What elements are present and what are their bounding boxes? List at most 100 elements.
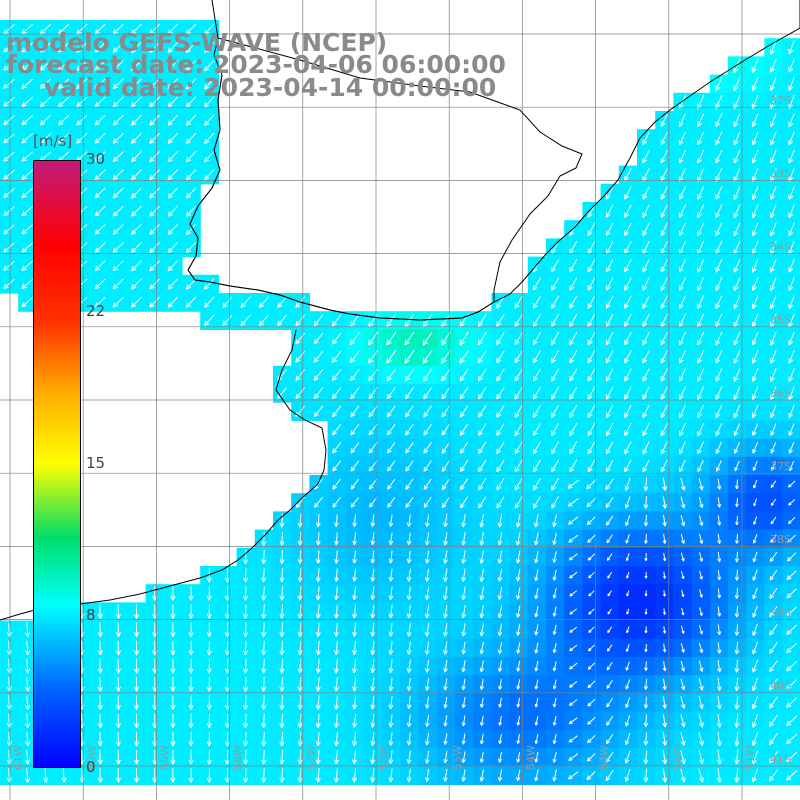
wind-arrow (769, 605, 778, 618)
wind-arrow (94, 296, 106, 308)
wind-arrow (243, 568, 249, 583)
wind-arrow (406, 696, 412, 709)
wind-arrow (751, 204, 759, 219)
wind-arrow (788, 368, 795, 382)
wind-arrow (514, 350, 523, 364)
wind-arrow (716, 768, 722, 783)
wind-arrow (662, 571, 666, 579)
wind-arrow (752, 587, 758, 600)
wind-arrow (698, 478, 704, 491)
wind-arrow (606, 644, 613, 652)
wind-arrow (370, 514, 376, 527)
wind-arrow (131, 169, 142, 181)
wind-arrow (261, 568, 267, 583)
title-model: modelo GEFS-WAVE (NCEP) (6, 28, 388, 57)
grid-labels: 32S 33S 34S 35S 36S 37S 38S 39S 40S 41S 61W 60W 59W 5… (12, 94, 791, 770)
wind-arrow (133, 768, 140, 783)
wind-arrow (752, 569, 758, 581)
wind-arrow (405, 496, 414, 508)
wind-arrow (388, 532, 394, 546)
wind-arrow (297, 713, 303, 729)
wind-arrow (534, 642, 539, 654)
wind-arrow (279, 731, 285, 747)
wind-arrow (297, 677, 303, 692)
wind-arrow (185, 59, 197, 72)
wind-arrow (715, 331, 723, 346)
wind-arrow (624, 732, 631, 746)
wind-arrow (423, 496, 432, 508)
wind-arrow (133, 731, 140, 747)
wind-arrow (605, 422, 614, 437)
wind-arrow (242, 677, 249, 692)
wind-arrow (331, 332, 342, 345)
wind-arrow (261, 640, 267, 656)
wind-arrow (242, 586, 249, 601)
wind-arrow (242, 640, 249, 656)
wind-arrow (479, 532, 485, 546)
wind-arrow (569, 441, 578, 455)
wind-arrow (295, 387, 306, 400)
wind-arrow (461, 550, 467, 564)
wind-arrow (149, 132, 161, 144)
wind-arrow (662, 714, 667, 728)
wind-arrow (21, 42, 34, 53)
wind-arrow (97, 731, 103, 747)
wind-arrow (516, 679, 521, 690)
wind-arrow (678, 259, 686, 273)
wind-arrow (551, 313, 560, 327)
wind-arrow (441, 478, 450, 491)
wind-arrow (295, 350, 306, 363)
wind-arrow (334, 550, 339, 564)
wind-arrow (786, 679, 798, 690)
wind-arrow (352, 514, 357, 527)
wind-arrow (586, 752, 597, 762)
wind-arrow (261, 549, 267, 565)
wind-arrow (605, 222, 614, 237)
wind-arrow (480, 715, 484, 726)
wind-arrow (497, 550, 503, 564)
wind-arrow (751, 404, 759, 419)
wind-arrow (204, 132, 215, 145)
wind-arrow (149, 223, 161, 235)
wind-arrow (43, 768, 49, 783)
wind-arrow (461, 513, 467, 528)
wind-arrow (514, 477, 523, 491)
wind-arrow (21, 169, 34, 180)
wind-arrow (551, 404, 560, 418)
wind-arrow (514, 368, 523, 382)
wind-arrow (769, 642, 778, 654)
wind-arrow (149, 187, 161, 199)
wind-arrow (188, 695, 194, 710)
wind-arrow (406, 768, 412, 783)
wind-arrow (443, 751, 448, 764)
wind-arrow (279, 568, 285, 583)
wind-arrow (441, 313, 451, 328)
wind-arrow (76, 60, 88, 71)
wind-arrow (642, 277, 650, 291)
wind-arrow (587, 662, 596, 670)
wind-arrow (788, 423, 795, 436)
wind-arrow (697, 131, 705, 146)
wind-arrow (660, 331, 668, 346)
wind-arrow (788, 331, 795, 346)
wind-arrow (406, 714, 412, 728)
wind-arrow (479, 623, 485, 637)
wind-arrow (479, 678, 485, 690)
wind-arrow (459, 423, 469, 436)
wind-arrow (587, 680, 596, 689)
wind-arrow (167, 296, 179, 308)
wind-arrow (424, 623, 430, 637)
wind-arrow (751, 295, 759, 310)
wind-arrow (644, 590, 648, 597)
wind-arrow (461, 586, 467, 601)
wind-arrow (21, 151, 34, 162)
wind-arrow (3, 60, 15, 71)
wind-arrow (717, 533, 722, 544)
wind-arrow (295, 332, 306, 345)
wind-arrow (552, 715, 557, 726)
wind-arrow (552, 606, 557, 617)
wind-arrow (386, 387, 396, 400)
wind-arrow (532, 459, 541, 473)
wind-arrow (717, 478, 722, 490)
wind-arrow (516, 660, 521, 672)
